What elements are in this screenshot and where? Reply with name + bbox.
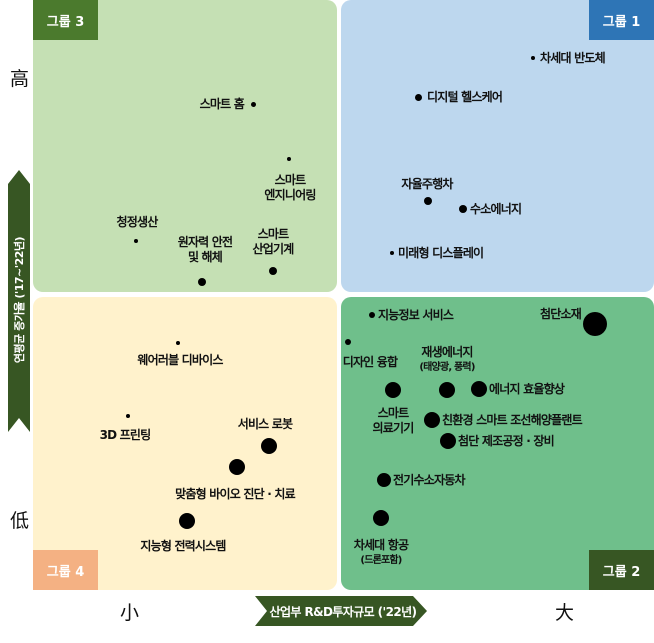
quadrant-group2 [341,297,654,590]
item-label-line: 차세대 항공 [353,538,409,552]
quadrant-group3 [33,0,337,292]
item-label-line: 및 해체 [187,250,223,264]
item-label-line: 스마트 [377,406,410,420]
item-dot [176,341,180,345]
item-label-line: 서비스 로봇 [237,416,293,431]
item-label: 맞춤형 바이오 진단 · 치료 [175,487,295,502]
item-label-line: 친환경 스마트 조선해양플랜트 [442,412,583,427]
item-label: 3D 프린팅 [99,427,152,443]
item-label: 차세대 반도체 [540,50,606,66]
item-label-line: 지능형 전력시스템 [140,538,226,553]
item-label: 수소에너지 [470,201,522,217]
item-dot [261,438,277,454]
item-dot [471,381,487,397]
y-axis-arrow [8,170,30,432]
item-dot [459,205,467,213]
quadrant-group1 [341,0,654,292]
item-dot [390,251,394,255]
item-dot [531,56,535,60]
item-label-line: 재생에너지 [421,345,473,359]
item-dot [287,157,291,161]
item-label: 스마트 의료기기 [372,406,415,436]
x-axis-label: 산업부 R&D투자규모 ('22년) [269,604,417,619]
item-label-line: 첨단 제조공정 · 장비 [458,433,555,448]
item-label-line: 지능정보 서비스 [378,307,454,322]
y-axis-low: 低 [10,510,30,532]
item-label-line: 산업기계 [252,242,295,256]
item-label-line: 전기수소자동차 [393,472,465,487]
item-dot [583,312,607,336]
group2-tag: 그룹 2 [589,550,654,590]
x-axis-low: 小 [120,602,140,624]
item-dot [345,339,351,345]
quadrant-group4 [33,297,337,590]
item-label: 스마트 홈 [199,96,245,112]
item-label-line: (태양광, 풍력) [419,362,475,373]
item-label: 지능정보 서비스 [378,307,454,323]
item-label-line: 의료기기 [372,421,415,435]
item-dot [179,513,195,529]
y-axis-label: 연평균 증가율 ('17~'22년) [13,236,26,364]
item-dot [385,382,401,398]
item-label-line: 디지털 헬스케어 [427,89,503,104]
item-label: 디자인 융합 [343,355,398,370]
item-label-line: 웨어러블 디바이스 [137,352,223,367]
item-dot [269,267,277,275]
item-label-line: 에너지 효율향상 [489,381,565,396]
item-dot [229,459,245,475]
item-label-line: 디자인 융합 [342,354,398,369]
item-dot [198,278,206,286]
item-dot [414,93,422,101]
item-label-line: 차세대 반도체 [540,50,606,65]
x-axis-arrow [255,596,427,626]
item-dot [377,473,391,487]
item-label: 첨단소재 [540,306,582,322]
y-axis-high: 高 [10,68,30,90]
group3-tag: 그룹 3 [33,0,98,40]
item-label: 원자력 안전 및 해체 [178,235,233,265]
item-label-line: 청정생산 [116,214,159,229]
item-label-line: 원자력 안전 [177,235,233,249]
item-label-line: 수소에너지 [470,201,522,216]
item-label: 지능형 전력시스템 [140,538,226,554]
item-label: 스마트 산업기계 [252,227,295,257]
item-label: 에너지 효율향상 [489,381,565,397]
item-label: 청정생산 [116,214,159,230]
item-label-line: 스마트 [257,227,290,241]
item-label: 재생에너지 (태양광, 풍력) [419,345,475,375]
item-dot [440,433,456,449]
item-dot [369,312,375,318]
item-label: 차세대 항공 (드론포함) [354,538,409,568]
group1-tag: 그룹 1 [589,0,654,40]
item-label: 디지털 헬스케어 [427,89,503,105]
item-label: 전기수소자동차 [393,473,465,488]
item-label-line: (드론포함) [360,555,402,566]
item-label: 첨단 제조공정 · 장비 [458,433,555,449]
item-label-line: 3D 프린팅 [99,427,152,442]
item-dot [250,101,256,107]
item-dot [126,414,130,418]
item-label: 서비스 로봇 [238,417,293,432]
item-label: 웨어러블 디바이스 [137,352,223,368]
item-label-line: 스마트 홈 [199,96,245,111]
item-label: 자율주행차 [401,176,453,192]
group4-tag: 그룹 4 [33,550,98,590]
item-label-line: 스마트 [274,173,307,187]
item-dot [424,412,440,428]
item-label: 친환경 스마트 조선해양플랜트 [442,412,583,428]
item-dot [424,197,432,205]
item-label: 미래형 디스플레이 [398,245,484,261]
item-label-line: 미래형 디스플레이 [398,245,484,260]
item-dot [373,510,389,526]
item-label-line: 첨단소재 [540,306,582,321]
item-label-line: 자율주행차 [401,176,453,191]
item-label: 스마트 엔지니어링 [264,173,316,203]
item-label-line: 엔지니어링 [264,188,316,202]
x-axis-high: 大 [555,602,575,624]
item-dot [134,239,138,243]
item-label-line: 맞춤형 바이오 진단 · 치료 [175,486,295,501]
item-dot [439,382,455,398]
